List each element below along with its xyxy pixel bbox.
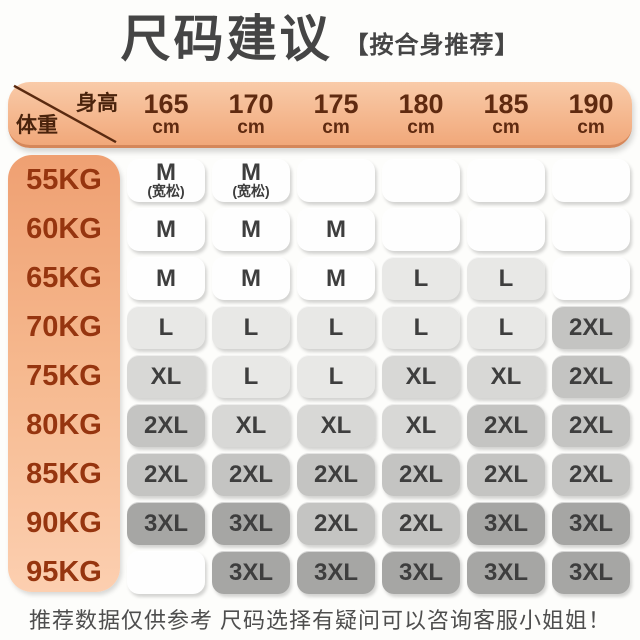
size-cell: 3XL bbox=[212, 502, 290, 545]
page-title-text: 尺码建议 bbox=[120, 11, 333, 67]
size-cell: L bbox=[127, 306, 205, 349]
size-cell: L bbox=[467, 257, 545, 300]
weight-label: 90KG bbox=[26, 507, 102, 539]
weight-column-background bbox=[8, 155, 120, 592]
weight-label: 80KG bbox=[26, 409, 102, 441]
axis-corner-cell: 身高 体重 bbox=[8, 82, 120, 145]
weight-label: 70KG bbox=[26, 311, 102, 343]
size-cell: 2XL bbox=[552, 404, 630, 447]
size-cell: 3XL bbox=[127, 502, 205, 545]
diagonal-line bbox=[13, 84, 117, 144]
size-cell: XL bbox=[297, 404, 375, 447]
size-cell: L bbox=[297, 355, 375, 398]
size-cell: 3XL bbox=[552, 551, 630, 594]
size-cell: M bbox=[127, 208, 205, 251]
size-cell: 2XL bbox=[212, 453, 290, 496]
size-cell: 3XL bbox=[212, 551, 290, 594]
size-cell: 3XL bbox=[297, 551, 375, 594]
weight-label: 65KG bbox=[26, 262, 102, 294]
size-cell: L bbox=[297, 306, 375, 349]
table-row: 65KG M M M L L bbox=[8, 257, 632, 300]
size-cell: 2XL bbox=[552, 355, 630, 398]
size-cell: 2XL bbox=[552, 306, 630, 349]
size-chart: 身高 体重 165 cm 170 cm 175 cm 180 cm 185 cm 190 cm 55K… bbox=[8, 82, 632, 600]
size-cell: L bbox=[382, 306, 460, 349]
size-cell: L bbox=[212, 355, 290, 398]
size-cell: M bbox=[127, 257, 205, 300]
table-row: 95KG 3XL 3XL 3XL 3XL 3XL bbox=[8, 551, 632, 594]
size-cell: M bbox=[212, 257, 290, 300]
size-cell: XL bbox=[467, 355, 545, 398]
weight-label: 85KG bbox=[26, 458, 102, 490]
weight-label: 55KG bbox=[26, 164, 102, 196]
size-cell: M (宽松) bbox=[212, 159, 290, 202]
size-cell: M bbox=[297, 208, 375, 251]
weight-label: 95KG bbox=[26, 556, 102, 588]
page-title: 尺码建议 【按合身推荐】 bbox=[0, 8, 640, 70]
size-cell: XL bbox=[382, 355, 460, 398]
size-cell: 2XL bbox=[297, 502, 375, 545]
size-cell: XL bbox=[382, 404, 460, 447]
height-column-header: 190 cm bbox=[568, 88, 614, 138]
footer-note: 推荐数据仅供参考 尺码选择有疑问可以咨询客服小姐姐！ bbox=[28, 608, 612, 633]
size-cell: M (宽松) bbox=[127, 159, 205, 202]
height-axis-label: 身高 bbox=[76, 92, 118, 115]
table-row: 90KG 3XL 3XL 2XL 2XL 3XL 3XL bbox=[8, 502, 632, 545]
size-cell-empty bbox=[297, 159, 375, 202]
size-cell-empty bbox=[382, 159, 460, 202]
size-cell: 2XL bbox=[467, 453, 545, 496]
weight-label: 75KG bbox=[26, 360, 102, 392]
size-cell-empty bbox=[467, 159, 545, 202]
weight-axis-label: 体重 bbox=[16, 114, 58, 137]
size-cell: 2XL bbox=[382, 502, 460, 545]
size-cell-empty bbox=[552, 159, 630, 202]
size-cell-empty bbox=[552, 257, 630, 300]
height-column-header: 165 cm bbox=[143, 88, 189, 138]
size-cell: L bbox=[382, 257, 460, 300]
table-row: 55KG M (宽松) M (宽松) bbox=[8, 159, 632, 202]
size-cell: 2XL bbox=[127, 453, 205, 496]
size-cell: 3XL bbox=[467, 551, 545, 594]
height-column-header: 185 cm bbox=[483, 88, 529, 138]
table-row: 70KG L L L L L 2XL bbox=[8, 306, 632, 349]
height-column-header: 175 cm bbox=[313, 88, 359, 138]
size-cell: 2XL bbox=[467, 404, 545, 447]
size-cell-empty bbox=[552, 208, 630, 251]
table-row: 85KG 2XL 2XL 2XL 2XL 2XL 2XL bbox=[8, 453, 632, 496]
size-cell: 2XL bbox=[552, 453, 630, 496]
table-body: 55KG M (宽松) M (宽松) 60KG M M M 65KG M M M L L 70KG L L L L L 2… bbox=[8, 155, 632, 594]
size-cell: 2XL bbox=[297, 453, 375, 496]
size-cell-empty bbox=[127, 551, 205, 594]
size-cell: M bbox=[297, 257, 375, 300]
height-column-header: 180 cm bbox=[398, 88, 444, 138]
size-cell: 3XL bbox=[552, 502, 630, 545]
weight-label: 60KG bbox=[26, 213, 102, 245]
size-cell: 2XL bbox=[127, 404, 205, 447]
size-cell: 2XL bbox=[382, 453, 460, 496]
table-row: 75KG XL L L XL XL 2XL bbox=[8, 355, 632, 398]
size-cell: M bbox=[212, 208, 290, 251]
table-row: 80KG 2XL XL XL XL 2XL 2XL bbox=[8, 404, 632, 447]
size-cell-empty bbox=[467, 208, 545, 251]
size-cell: XL bbox=[212, 404, 290, 447]
size-cell: 3XL bbox=[382, 551, 460, 594]
size-cell: 3XL bbox=[467, 502, 545, 545]
size-cell: L bbox=[212, 306, 290, 349]
page-title-badge: 【按合身推荐】 bbox=[344, 32, 520, 59]
height-header-row: 身高 体重 165 cm 170 cm 175 cm 180 cm 185 cm 190 cm bbox=[8, 82, 632, 148]
size-cell: XL bbox=[127, 355, 205, 398]
size-cell: L bbox=[467, 306, 545, 349]
size-cell-empty bbox=[382, 208, 460, 251]
height-column-header: 170 cm bbox=[228, 88, 274, 138]
table-row: 60KG M M M bbox=[8, 208, 632, 251]
